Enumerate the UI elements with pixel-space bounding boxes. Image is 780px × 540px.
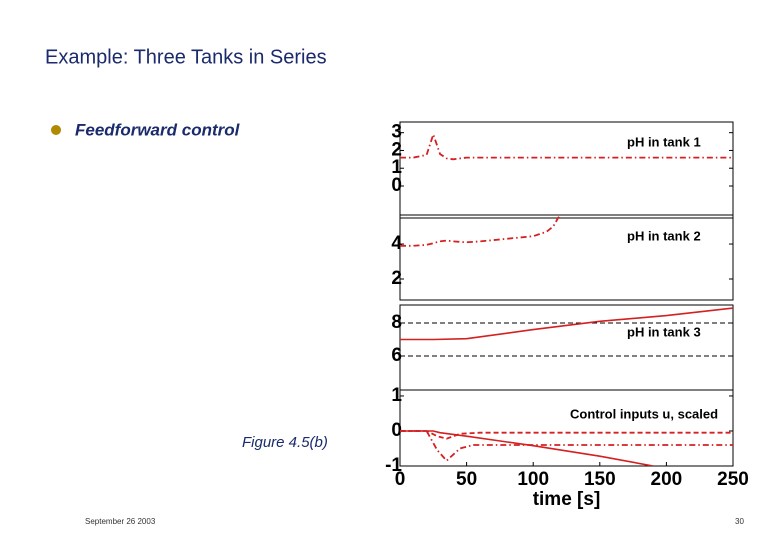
series-line: [400, 215, 561, 247]
plot-frame: [399, 121, 734, 219]
y-tick-label: -1: [385, 455, 402, 476]
y-tick-label: 2: [391, 139, 402, 160]
x-tick-label: 50: [456, 469, 477, 490]
x-tick-label: 150: [584, 469, 616, 490]
annotation: pH in tank 1: [627, 134, 701, 149]
annotation: Control inputs u, scaled: [570, 406, 718, 421]
slide-title: Example: Three Tanks in Series: [45, 46, 327, 68]
series-line: [400, 430, 733, 440]
bullet-marker: [51, 125, 61, 135]
page-number: 30: [735, 517, 744, 526]
x-tick-label: 0: [395, 469, 406, 490]
series-line: [400, 131, 733, 161]
y-tick-label: 0: [391, 420, 402, 441]
plot-frame: [399, 389, 734, 467]
bullet-text: Feedforward control: [75, 120, 241, 139]
x-tick-label: 100: [517, 469, 549, 490]
annotation: pH in tank 3: [627, 324, 701, 339]
y-tick-label: 1: [391, 385, 402, 406]
series-line: [400, 307, 733, 341]
y-tick-label: 8: [391, 312, 402, 333]
figure-caption: Figure 4.5(b): [242, 434, 328, 451]
annotation: pH in tank 2: [627, 228, 701, 243]
y-tick-label: 0: [391, 175, 402, 196]
footer-date: September 26 2003: [85, 517, 156, 526]
series-line: [400, 430, 733, 462]
plot-frame: [399, 304, 734, 391]
y-tick-label: 2: [391, 268, 402, 289]
y-tick-label: 6: [391, 345, 402, 366]
plot-frame: [399, 214, 734, 301]
y-tick-label: 3: [391, 122, 402, 143]
y-tick-label: 4: [391, 233, 402, 254]
x-tick-label: 250: [717, 469, 749, 490]
series-line: [400, 430, 654, 466]
x-axis-label: time [s]: [533, 489, 601, 510]
y-tick-label: 1: [391, 157, 402, 178]
x-tick-label: 200: [651, 469, 683, 490]
